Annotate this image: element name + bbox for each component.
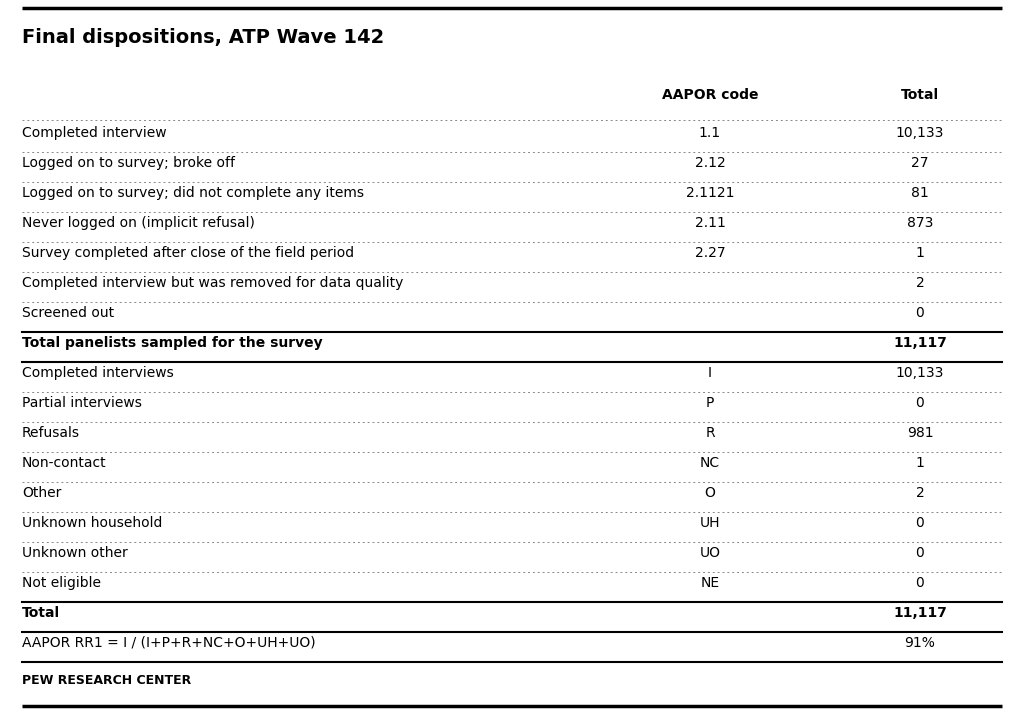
- Text: 91%: 91%: [904, 636, 936, 650]
- Text: AAPOR code: AAPOR code: [662, 88, 758, 102]
- Text: Logged on to survey; broke off: Logged on to survey; broke off: [22, 156, 234, 170]
- Text: 981: 981: [906, 426, 933, 440]
- Text: 2: 2: [915, 276, 925, 290]
- Text: 0: 0: [915, 396, 925, 410]
- Text: Not eligible: Not eligible: [22, 576, 101, 590]
- Text: Total: Total: [22, 606, 60, 620]
- Text: Non-contact: Non-contact: [22, 456, 106, 470]
- Text: 10,133: 10,133: [896, 126, 944, 140]
- Text: 11,117: 11,117: [893, 336, 947, 350]
- Text: Partial interviews: Partial interviews: [22, 396, 142, 410]
- Text: Final dispositions, ATP Wave 142: Final dispositions, ATP Wave 142: [22, 28, 384, 47]
- Text: 2.11: 2.11: [694, 216, 725, 230]
- Text: 1: 1: [915, 456, 925, 470]
- Text: Screened out: Screened out: [22, 306, 114, 320]
- Text: Other: Other: [22, 486, 61, 500]
- Text: 2.12: 2.12: [694, 156, 725, 170]
- Text: 0: 0: [915, 576, 925, 590]
- Text: 27: 27: [911, 156, 929, 170]
- Text: I: I: [708, 366, 712, 380]
- Text: 0: 0: [915, 546, 925, 560]
- Text: 2: 2: [915, 486, 925, 500]
- Text: Logged on to survey; did not complete any items: Logged on to survey; did not complete an…: [22, 186, 364, 200]
- Text: Completed interview: Completed interview: [22, 126, 167, 140]
- Text: 1: 1: [915, 246, 925, 260]
- Text: NE: NE: [700, 576, 720, 590]
- Text: 2.27: 2.27: [694, 246, 725, 260]
- Text: 11,117: 11,117: [893, 606, 947, 620]
- Text: Never logged on (implicit refusal): Never logged on (implicit refusal): [22, 216, 255, 230]
- Text: Survey completed after close of the field period: Survey completed after close of the fiel…: [22, 246, 354, 260]
- Text: Total: Total: [901, 88, 939, 102]
- Text: Completed interviews: Completed interviews: [22, 366, 174, 380]
- Text: 1.1: 1.1: [699, 126, 721, 140]
- Text: 81: 81: [911, 186, 929, 200]
- Text: 0: 0: [915, 306, 925, 320]
- Text: P: P: [706, 396, 714, 410]
- Text: 873: 873: [907, 216, 933, 230]
- Text: AAPOR RR1 = I / (I+P+R+NC+O+UH+UO): AAPOR RR1 = I / (I+P+R+NC+O+UH+UO): [22, 636, 315, 650]
- Text: R: R: [706, 426, 715, 440]
- Text: O: O: [705, 486, 716, 500]
- Text: NC: NC: [700, 456, 720, 470]
- Text: 2.1121: 2.1121: [686, 186, 734, 200]
- Text: PEW RESEARCH CENTER: PEW RESEARCH CENTER: [22, 674, 191, 687]
- Text: Unknown household: Unknown household: [22, 516, 163, 530]
- Text: 10,133: 10,133: [896, 366, 944, 380]
- Text: 0: 0: [915, 516, 925, 530]
- Text: Refusals: Refusals: [22, 426, 80, 440]
- Text: UO: UO: [699, 546, 721, 560]
- Text: Completed interview but was removed for data quality: Completed interview but was removed for …: [22, 276, 403, 290]
- Text: UH: UH: [699, 516, 720, 530]
- Text: Total panelists sampled for the survey: Total panelists sampled for the survey: [22, 336, 323, 350]
- Text: Unknown other: Unknown other: [22, 546, 128, 560]
